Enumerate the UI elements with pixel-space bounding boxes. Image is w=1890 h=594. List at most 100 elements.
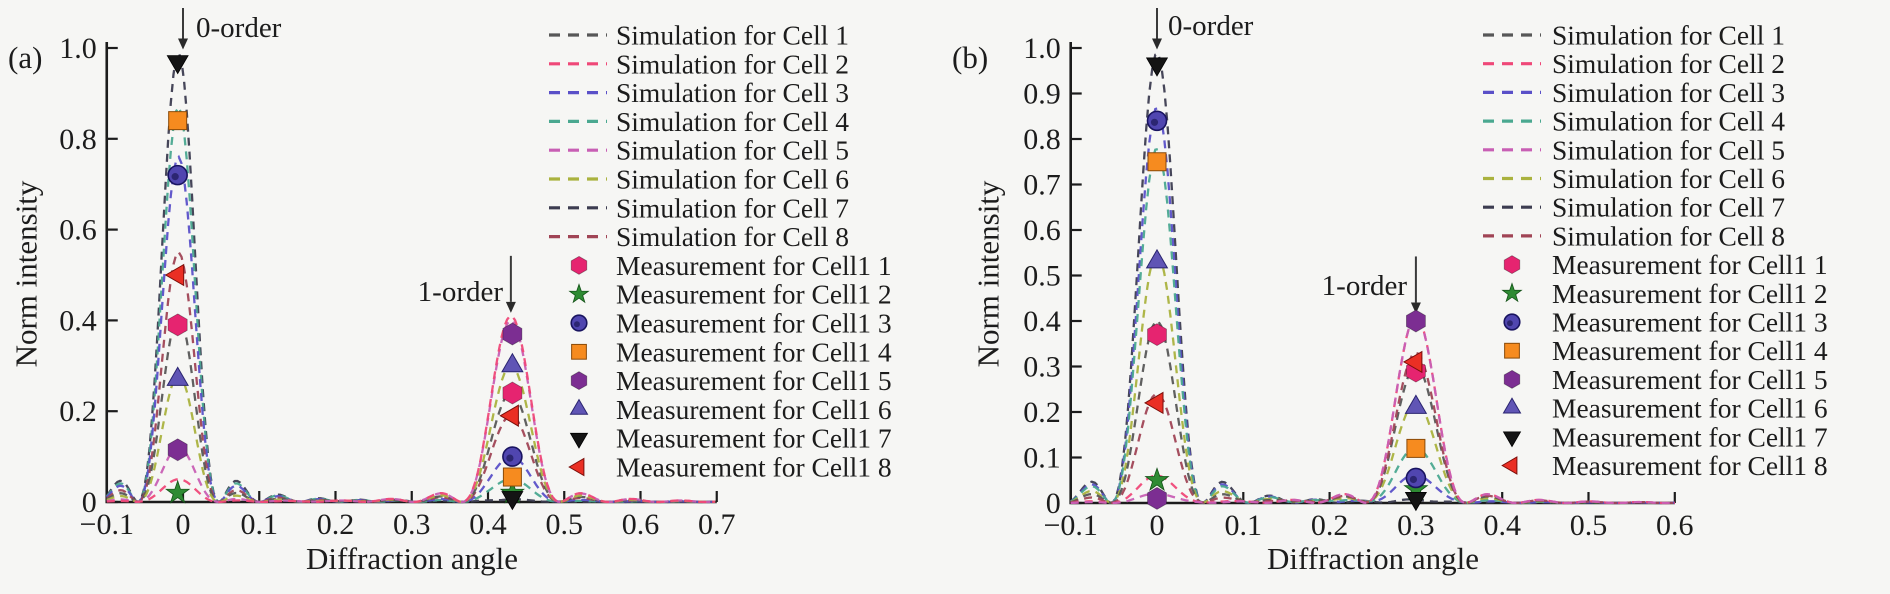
legend-a-marker-sample bbox=[569, 432, 589, 449]
legend-b-label: Simulation for Cell 2 bbox=[1552, 48, 1785, 79]
panel-a-y-tick-label: 0.8 bbox=[59, 123, 97, 156]
legend-b-label: Simulation for Cell 8 bbox=[1552, 220, 1785, 251]
legend-a-label: Measurement for Cell1 3 bbox=[616, 308, 892, 339]
legend-a-marker-sample bbox=[570, 371, 588, 391]
panel-a-sim-curve bbox=[105, 154, 716, 504]
panel-b-y-tick-label: 0.7 bbox=[1023, 169, 1061, 202]
panel-a-first-order-annotation: 1-order bbox=[417, 276, 503, 308]
legend-b-marker-sample bbox=[1501, 456, 1518, 475]
panel-b-sim-curve bbox=[1070, 315, 1675, 505]
panel-b-y-tick-label: 0.1 bbox=[1023, 442, 1061, 475]
legend-b-marker-sample bbox=[1501, 282, 1523, 303]
panel-b-meas-point-0order bbox=[1145, 248, 1169, 269]
legend-b-label: Simulation for Cell 4 bbox=[1552, 106, 1785, 137]
legend-a-label: Measurement for Cell1 4 bbox=[616, 336, 892, 367]
panel-a-meas-point-0order bbox=[168, 111, 188, 131]
legend-b-marker-sample bbox=[1503, 369, 1521, 389]
legend-a-label: Simulation for Cell 5 bbox=[616, 135, 849, 166]
panel-a-x-tick-label: 0.1 bbox=[241, 508, 279, 541]
legend-b-label: Simulation for Cell 6 bbox=[1552, 163, 1785, 194]
panel-a-x-axis-title: Diffraction angle bbox=[305, 541, 519, 576]
panel-b-x-tick-label: 0.5 bbox=[1570, 509, 1608, 542]
panel-a-meas-point-0order-shade bbox=[171, 173, 179, 181]
panel-a-meas-point-0order bbox=[167, 313, 188, 337]
legend-b-label: Measurement for Cell1 1 bbox=[1552, 249, 1828, 280]
panel-b-x-axis-title: Diffraction angle bbox=[1266, 541, 1480, 576]
panel-b-meas-point-1order bbox=[1404, 394, 1428, 414]
panel-a-meas-point-0order bbox=[164, 263, 185, 287]
panel-b-meas-point-0order-shade bbox=[1150, 118, 1159, 126]
panel-b-x-tick-label: 0.6 bbox=[1656, 509, 1694, 542]
panel-a-meas-point-1order bbox=[499, 404, 519, 427]
panel-b-y-tick-label: 0.6 bbox=[1023, 214, 1061, 247]
panel-b-meas-point-1order-shade bbox=[1409, 475, 1417, 484]
legend-b-label: Measurement for Cell1 2 bbox=[1552, 278, 1828, 309]
legend-a-label: Measurement for Cell1 5 bbox=[616, 365, 892, 396]
panel-b-meas-point-1order bbox=[1404, 491, 1427, 512]
panel-b-meas-point-0order bbox=[1145, 57, 1169, 77]
panel-b-y-tick-label: 0 bbox=[1046, 487, 1061, 520]
panel-b-y-tick-label: 0.8 bbox=[1023, 123, 1061, 156]
panel-a-meas-point-1order bbox=[501, 491, 524, 511]
panel-b-sim-curve bbox=[1070, 252, 1675, 505]
panel-a-sim-curve bbox=[106, 315, 716, 504]
panel-b-x-tick-label: 0.3 bbox=[1397, 509, 1435, 542]
panel-a-x-tick-label: 0 bbox=[176, 508, 191, 541]
legend-b-label: Simulation for Cell 1 bbox=[1552, 20, 1785, 51]
panel-b-y-axis-title: Norm intensity bbox=[970, 180, 1006, 368]
panel-b-meas-point-0order bbox=[1144, 467, 1170, 492]
panel-b-sim-curve bbox=[1070, 351, 1675, 505]
legend-b-marker-sample-shade bbox=[1506, 320, 1513, 327]
panel-a-meas-point-0order bbox=[166, 55, 189, 75]
panel-a-x-tick-label: 0.4 bbox=[469, 508, 507, 541]
panel-b-y-tick-label: 0.3 bbox=[1023, 351, 1061, 384]
legend-a-label: Measurement for Cell1 1 bbox=[616, 250, 892, 281]
legend-a-label: Simulation for Cell 2 bbox=[616, 48, 849, 79]
legend-b-label: Measurement for Cell1 4 bbox=[1552, 335, 1828, 366]
panel-a-x-tick-label: 0.5 bbox=[546, 508, 584, 541]
panel-a-x-tick-label: 0.6 bbox=[622, 508, 660, 541]
legend-b-label: Simulation for Cell 5 bbox=[1552, 134, 1785, 165]
panel-b-x-tick-label: −0.1 bbox=[1043, 509, 1097, 542]
legend-a-label: Measurement for Cell1 7 bbox=[616, 423, 892, 454]
panel-a-x-tick-label: 0.3 bbox=[393, 508, 431, 541]
panel-b-meas-point-0order bbox=[1147, 486, 1167, 510]
panel-a-meas-point-1order bbox=[502, 381, 523, 405]
legend-b-marker-sample bbox=[1503, 255, 1521, 275]
panel-b-label: (b) bbox=[952, 40, 989, 75]
legend-b-label: Simulation for Cell 7 bbox=[1552, 192, 1785, 223]
legend-a-label: Simulation for Cell 6 bbox=[616, 164, 849, 195]
panel-a-meas-point-0order bbox=[165, 479, 191, 504]
legend-a-label: Simulation for Cell 3 bbox=[616, 77, 849, 108]
legend-b-label: Simulation for Cell 3 bbox=[1552, 77, 1785, 108]
legend-a-marker-sample bbox=[571, 343, 587, 360]
legend-b-label: Measurement for Cell1 5 bbox=[1552, 364, 1828, 395]
panel-b-y-tick-label: 0.9 bbox=[1023, 78, 1061, 111]
legend-a-label: Simulation for Cell 8 bbox=[616, 221, 849, 252]
panel-a-meas-point-1order bbox=[502, 322, 523, 346]
panel-a-y-axis-title: Norm intensity bbox=[8, 180, 44, 368]
panel-b-zero-order-annotation: 0-order bbox=[1168, 10, 1254, 42]
panel-a-y-tick-label: 0.4 bbox=[59, 304, 97, 337]
legend-a-label: Measurement for Cell1 8 bbox=[616, 452, 892, 483]
panel-b-meas-point-1order bbox=[1406, 438, 1426, 458]
panel-a-x-tick-label: 0.2 bbox=[317, 508, 355, 541]
legend-b-label: Measurement for Cell1 3 bbox=[1552, 307, 1828, 338]
legend-b-label: Measurement for Cell1 7 bbox=[1552, 421, 1828, 452]
panel-b-first-order-annotation: 1-order bbox=[1321, 270, 1407, 302]
panel-a-x-tick-label: −0.1 bbox=[80, 508, 134, 541]
panel-a-y-tick-label: 1.0 bbox=[59, 32, 97, 65]
legend-a-label: Simulation for Cell 4 bbox=[616, 106, 849, 137]
legend-b-marker-sample bbox=[1504, 342, 1520, 359]
panel-b-x-tick-label: 0.2 bbox=[1311, 509, 1349, 542]
legend-a-marker-sample bbox=[568, 283, 590, 304]
panel-a-meas-point-0order bbox=[167, 438, 188, 462]
legend-b-label: Measurement for Cell1 6 bbox=[1552, 393, 1828, 424]
legend-a-marker-sample bbox=[568, 457, 585, 477]
panel-b-x-tick-label: 0.4 bbox=[1483, 509, 1521, 542]
panel-a-sim-curve bbox=[106, 250, 716, 504]
panel-a-meas-point-1order bbox=[501, 352, 524, 373]
panel-b-x-tick-label: 0 bbox=[1150, 509, 1165, 542]
